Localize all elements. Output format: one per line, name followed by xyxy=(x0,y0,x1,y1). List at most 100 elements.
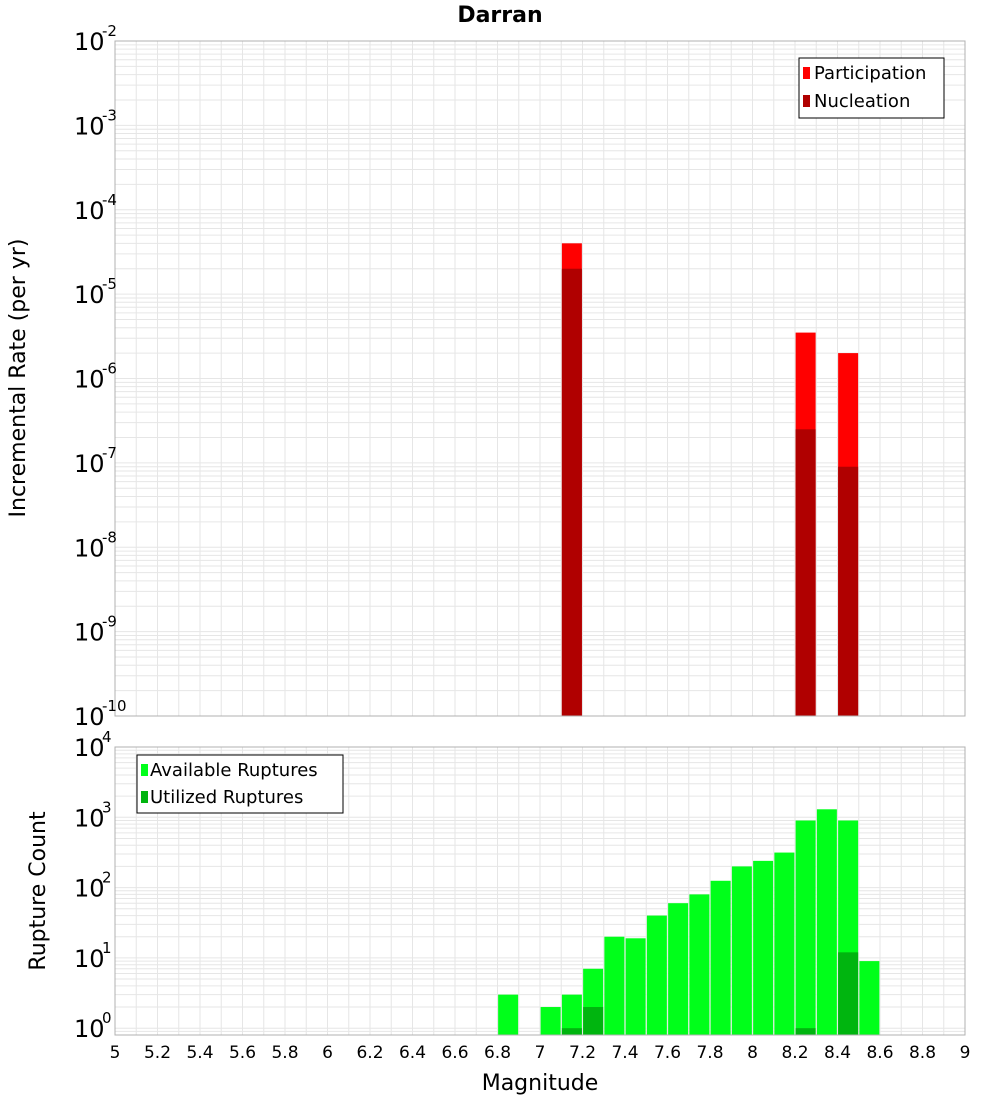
rate-y-tick-base: 10 xyxy=(74,366,105,394)
count-y-tick-label: 101 xyxy=(74,939,112,973)
available-ruptures-bar xyxy=(816,809,837,1035)
rate-y-tick-base: 10 xyxy=(74,703,105,731)
x-tick-label: 6.8 xyxy=(484,1043,511,1063)
rate-y-tick-label: 10-6 xyxy=(74,360,117,394)
x-axis-label: Magnitude xyxy=(482,1071,599,1096)
x-tick-label: 5 xyxy=(110,1043,121,1063)
available-ruptures-bar xyxy=(795,820,816,1035)
rate-y-tick-base: 10 xyxy=(74,534,105,562)
nucleation-bar xyxy=(838,466,859,716)
x-tick-label: 5.4 xyxy=(186,1043,213,1063)
legend-swatch-nucleation xyxy=(803,95,810,107)
legend-swatch-utilized xyxy=(141,791,148,803)
count-y-tick-label: 104 xyxy=(74,728,112,762)
available-ruptures-bar xyxy=(604,936,625,1035)
count-y-tick-label: 102 xyxy=(74,869,112,903)
rate-y-tick-base: 10 xyxy=(74,197,105,225)
available-ruptures-bar xyxy=(561,994,582,1035)
rate-y-tick-exponent: -5 xyxy=(102,275,117,293)
x-tick-label: 5.2 xyxy=(144,1043,171,1063)
count-y-tick-exponent: 3 xyxy=(102,798,112,816)
count-legend-box xyxy=(136,754,344,814)
x-tick-label: 7 xyxy=(535,1043,546,1063)
rate-y-tick-base: 10 xyxy=(74,450,105,478)
x-tick-label: 7.2 xyxy=(569,1043,596,1063)
rate-bars xyxy=(561,243,859,717)
rate-y-tick-base: 10 xyxy=(74,28,105,56)
x-tick-label: 8.6 xyxy=(866,1043,893,1063)
legend-label-participation: Participation xyxy=(814,63,926,84)
available-ruptures-bar xyxy=(668,903,689,1035)
rate-y-tick-base: 10 xyxy=(74,112,105,140)
count-y-axis-label: Rupture Count xyxy=(26,811,51,971)
count-y-tick-base: 10 xyxy=(74,875,105,903)
x-tick-label: 5.8 xyxy=(271,1043,298,1063)
count-y-tick-exponent: 4 xyxy=(102,728,112,746)
rate-y-tick-label: 10-10 xyxy=(74,697,127,731)
x-tick-label: 6.2 xyxy=(356,1043,383,1063)
available-ruptures-bar xyxy=(540,1007,561,1035)
rate-y-tick-label: 10-9 xyxy=(74,613,117,647)
rate-y-tick-exponent: -4 xyxy=(102,191,117,209)
rate-y-tick-base: 10 xyxy=(74,619,105,647)
count-y-tick-label: 103 xyxy=(74,798,112,832)
rate-y-tick-base: 10 xyxy=(74,281,105,309)
x-tick-label: 8.4 xyxy=(824,1043,851,1063)
x-tick-label: 6.6 xyxy=(441,1043,468,1063)
rate-y-tick-label: 10-4 xyxy=(74,191,117,225)
x-tick-label: 6 xyxy=(322,1043,333,1063)
nucleation-bar xyxy=(795,429,816,716)
legend-label-available: Available Ruptures xyxy=(150,760,318,781)
x-tick-label: 6.4 xyxy=(399,1043,426,1063)
count-y-tick-base: 10 xyxy=(74,945,105,973)
utilized-ruptures-bar xyxy=(583,1007,604,1035)
count-y-tick-exponent: 0 xyxy=(102,1009,112,1027)
x-tick-label: 7.8 xyxy=(696,1043,723,1063)
available-ruptures-bar xyxy=(625,938,646,1035)
rate-y-tick-exponent: -2 xyxy=(102,22,117,40)
available-ruptures-bar xyxy=(710,880,731,1035)
available-ruptures-bar xyxy=(646,915,667,1035)
x-tick-label: 8.2 xyxy=(781,1043,808,1063)
legend-label-nucleation: Nucleation xyxy=(814,91,910,112)
rate-y-tick-exponent: -6 xyxy=(102,360,117,378)
rate-y-tick-label: 10-3 xyxy=(74,106,117,140)
count-x-ticks: 5 5.2 5.4 5.6 5.8 6 6.2 6.4 6.6 6.8 7 7.2 7.4 7.6 7.8 8… xyxy=(110,1043,971,1063)
rate-plot-border xyxy=(114,40,966,717)
rate-y-tick-label: 10-7 xyxy=(74,444,117,478)
rate-y-tick-label: 10-8 xyxy=(74,528,117,562)
rate-y-tick-exponent: -7 xyxy=(102,444,117,462)
available-ruptures-bar xyxy=(774,852,795,1035)
utilized-ruptures-bar xyxy=(838,952,859,1035)
utilized-ruptures-bar xyxy=(561,1028,582,1035)
rate-y-tick-label: 10-2 xyxy=(74,22,117,56)
rate-grid xyxy=(114,41,966,717)
count-y-tick-base: 10 xyxy=(74,1015,105,1043)
available-ruptures-bar xyxy=(731,866,752,1035)
rate-y-tick-exponent: -3 xyxy=(102,106,117,124)
x-tick-label: 8.8 xyxy=(909,1043,936,1063)
count-plot-border xyxy=(114,746,966,1036)
rate-legend: Participation Nucleation xyxy=(798,57,945,119)
count-y-tick-base: 10 xyxy=(74,734,105,762)
count-y-tick-exponent: 2 xyxy=(102,869,112,887)
x-tick-label: 7.4 xyxy=(611,1043,638,1063)
available-ruptures-bar xyxy=(859,961,880,1035)
count-y-tick-base: 10 xyxy=(74,804,105,832)
rate-y-axis-label: Incremental Rate (per yr) xyxy=(6,239,31,518)
available-ruptures-bar xyxy=(689,894,710,1035)
legend-label-utilized: Utilized Ruptures xyxy=(150,787,303,808)
count-legend: Available Ruptures Utilized Ruptures xyxy=(136,754,344,814)
available-ruptures-bar xyxy=(753,860,774,1035)
x-tick-label: 8 xyxy=(747,1043,758,1063)
x-tick-label: 5.6 xyxy=(229,1043,256,1063)
available-ruptures-bar xyxy=(498,994,519,1035)
count-y-tick-exponent: 1 xyxy=(102,939,112,957)
rate-legend-box xyxy=(798,57,945,119)
count-y-tick-label: 100 xyxy=(74,1009,112,1043)
